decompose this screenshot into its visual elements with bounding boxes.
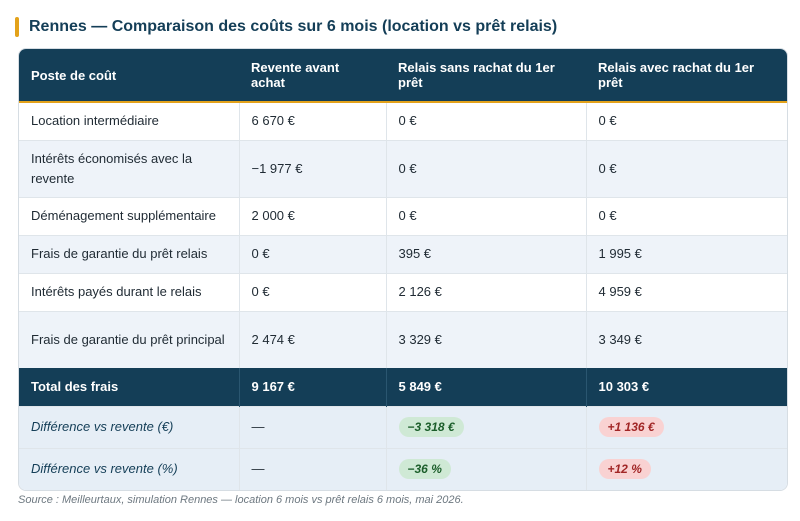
title-row: Rennes — Comparaison des coûts sur 6 moi… <box>15 14 557 40</box>
table-row: Frais de garantie du prêt principal 2 47… <box>19 310 787 368</box>
source-note: Source : Meilleurtaux, simulation Rennes… <box>18 494 464 506</box>
cell-value: 3 349 € <box>585 310 787 368</box>
table-row: Intérêts économisés avec la revente −1 9… <box>19 139 787 197</box>
cell-value: 6 670 € <box>238 101 386 140</box>
cell-value: 0 € <box>238 272 386 311</box>
difference-cell: −36 % <box>385 447 586 490</box>
difference-eur-label: Différence vs revente (€) <box>19 405 239 448</box>
cell-value: 0 € <box>385 101 586 140</box>
difference-pct-row: Différence vs revente (%) — −36 % +12 % <box>19 447 787 490</box>
difference-cell: +12 % <box>585 447 787 490</box>
cost-table: Poste de coût Revente avant achat Relais… <box>19 49 787 490</box>
cell-value: 3 329 € <box>385 310 586 368</box>
difference-eur-row: Différence vs revente (€) — −3 318 € +1 … <box>19 405 787 448</box>
cell-value: 0 € <box>238 234 386 273</box>
cell-value: 0 € <box>385 139 586 197</box>
table-row: Intérêts payés durant le relais 0 € 2 12… <box>19 272 787 311</box>
difference-cell: +1 136 € <box>585 405 787 448</box>
cell-value: 4 959 € <box>585 272 787 311</box>
table-row: Déménagement supplémentaire 2 000 € 0 € … <box>19 196 787 235</box>
header-bridge-with-buyback: Relais avec rachat du 1er prêt <box>598 60 755 90</box>
total-label: Total des frais <box>31 378 119 394</box>
total-row: Total des frais 9 167 € 5 849 € 10 303 € <box>19 368 787 406</box>
cell-value: 0 € <box>385 196 586 235</box>
cost-item-label: Frais de garantie du prêt principal <box>19 310 239 368</box>
page-title: Rennes — Comparaison des coûts sur 6 moi… <box>29 18 558 35</box>
header-sale-before-purchase: Revente avant achat <box>251 60 340 90</box>
cell-value: 2 474 € <box>238 310 386 368</box>
cell-value: 395 € <box>385 234 586 273</box>
difference-cell: −3 318 € <box>385 405 586 448</box>
cell-value: 2 126 € <box>385 272 586 311</box>
title-accent-bar <box>15 17 19 37</box>
extra-cost-badge: +1 136 € <box>598 417 664 437</box>
header-bridge-without-buyback: Relais sans rachat du 1er prêt <box>398 60 555 90</box>
total-value: 9 167 € <box>238 368 386 406</box>
cell-value: 0 € <box>585 101 787 140</box>
cost-item-label: Location intermédiaire <box>19 101 239 140</box>
cost-item-label: Intérêts économisés avec la revente <box>19 139 239 197</box>
cell-value: 1 995 € <box>585 234 787 273</box>
table-row: Location intermédiaire 6 670 € 0 € 0 € <box>19 101 787 140</box>
cost-item-label: Frais de garantie du prêt relais <box>19 234 239 273</box>
difference-none: — <box>238 447 386 490</box>
cost-comparison-table: Poste de coût Revente avant achat Relais… <box>18 48 788 491</box>
cell-value: 0 € <box>585 196 787 235</box>
cost-item-label: Intérêts payés durant le relais <box>19 272 239 311</box>
difference-pct-label: Différence vs revente (%) <box>19 447 239 490</box>
cell-value: −1 977 € <box>238 139 386 197</box>
cell-value: 2 000 € <box>238 196 386 235</box>
cost-item-label: Déménagement supplémentaire <box>19 196 239 235</box>
table-row: Frais de garantie du prêt relais 0 € 395… <box>19 234 787 273</box>
saving-badge: −36 % <box>398 459 451 480</box>
table-header-row: Poste de coût Revente avant achat Relais… <box>19 49 787 102</box>
saving-badge: −3 318 € <box>398 417 464 437</box>
header-cost-item: Poste de coût <box>31 67 117 83</box>
cell-value: 0 € <box>585 139 787 197</box>
total-value: 5 849 € <box>385 368 586 406</box>
difference-none: — <box>238 405 386 448</box>
total-value: 10 303 € <box>585 368 787 406</box>
extra-cost-badge: +12 % <box>598 459 651 480</box>
